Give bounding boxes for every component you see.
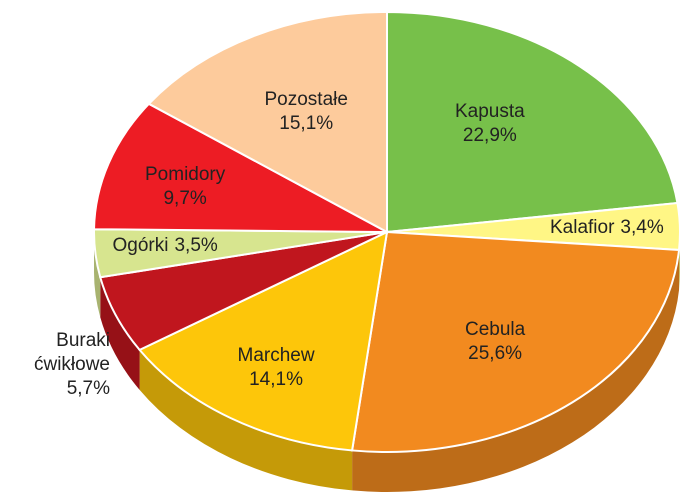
label-value: 9,7% <box>163 188 207 209</box>
slice <box>147 10 388 234</box>
slice <box>138 230 389 452</box>
slice-label: Buraki ćwikłowe 5,7% <box>0 329 110 401</box>
slice-label: Pomidory 9,7% <box>145 163 225 211</box>
label-value: 22,9% <box>462 125 517 146</box>
label-value: 25,6% <box>468 343 523 364</box>
slice-label: Kalafior 3,4% <box>550 216 664 240</box>
slice-label: Pozostałe 15,1% <box>265 88 348 136</box>
slice <box>93 102 388 233</box>
slice-side <box>352 249 680 492</box>
label-name: Ogórki <box>112 235 169 256</box>
label-name: Buraki ćwikłowe <box>33 330 110 375</box>
label-name: Pozostałe <box>264 89 348 110</box>
slice <box>350 230 680 453</box>
slice-label: Ogórki 3,5% <box>113 234 218 258</box>
slice-side <box>94 232 101 318</box>
label-value: 15,1% <box>279 113 334 134</box>
label-value: 14,1% <box>249 369 303 390</box>
slice-label: Marchew 14,1% <box>238 344 315 392</box>
label-name: Pomidory <box>145 164 226 185</box>
label-value: 3,5% <box>174 235 218 256</box>
label-name: Marchew <box>237 345 315 366</box>
label-value: 3,4% <box>620 217 664 238</box>
label-name: Cebula <box>465 319 526 340</box>
slice-label: Cebula 25,6% <box>465 318 525 366</box>
slice <box>386 10 679 234</box>
label-name: Kapusta <box>455 101 525 122</box>
label-value: 5,7% <box>66 378 110 399</box>
slice-label: Kapusta 22,9% <box>455 100 525 148</box>
slice-side <box>139 349 353 491</box>
label-name: Kalafior <box>550 217 615 238</box>
